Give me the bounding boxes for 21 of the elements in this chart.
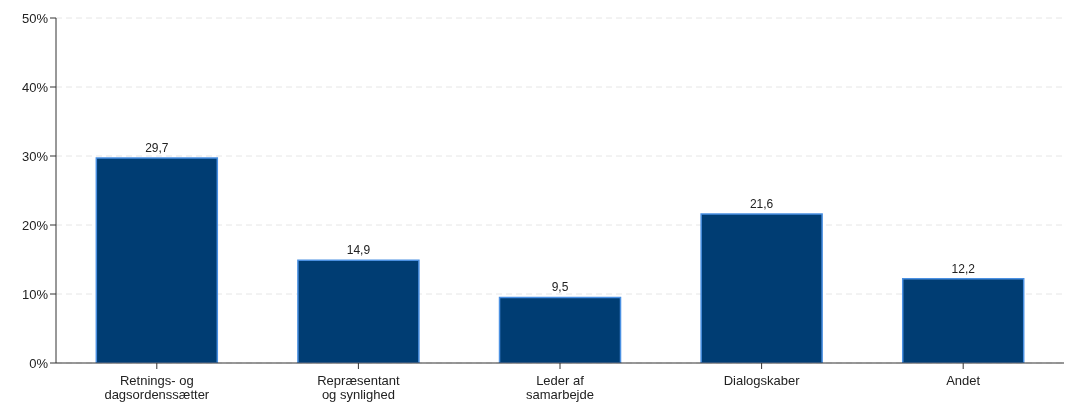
x-tick-label: Leder af samarbejde — [526, 373, 594, 402]
x-tick-label: Retnings- og dagsordenssætter — [104, 373, 210, 402]
x-tick-label: Repræsentant og synlighed — [317, 373, 400, 402]
bar — [498, 296, 622, 363]
data-label: 21,6 — [749, 196, 774, 211]
y-tick-label: 0% — [29, 355, 49, 371]
y-tick-label: 20% — [21, 217, 49, 233]
bar — [700, 213, 823, 363]
y-tick-label: 30% — [21, 148, 49, 164]
data-label: 12,2 — [951, 261, 976, 276]
data-label: 14,9 — [346, 243, 371, 258]
y-tick-label: 10% — [21, 286, 49, 302]
data-label: 9,5 — [551, 280, 569, 295]
y-tick-label: 40% — [21, 79, 49, 95]
data-label: 29,7 — [145, 141, 169, 156]
x-tick-label: Andet — [946, 373, 981, 388]
y-tick-label: 50% — [21, 10, 49, 26]
x-tick-label: Dialogskaber — [723, 373, 801, 388]
bar — [901, 278, 1025, 363]
bar — [95, 157, 219, 363]
bar — [297, 259, 420, 363]
